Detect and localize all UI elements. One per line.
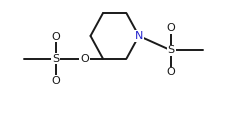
Text: S: S xyxy=(52,54,59,64)
Text: S: S xyxy=(168,45,175,55)
Text: O: O xyxy=(51,32,60,42)
Text: O: O xyxy=(80,54,89,64)
Text: N: N xyxy=(135,31,143,41)
Text: O: O xyxy=(167,67,176,77)
Text: O: O xyxy=(167,23,176,33)
Text: O: O xyxy=(51,76,60,86)
